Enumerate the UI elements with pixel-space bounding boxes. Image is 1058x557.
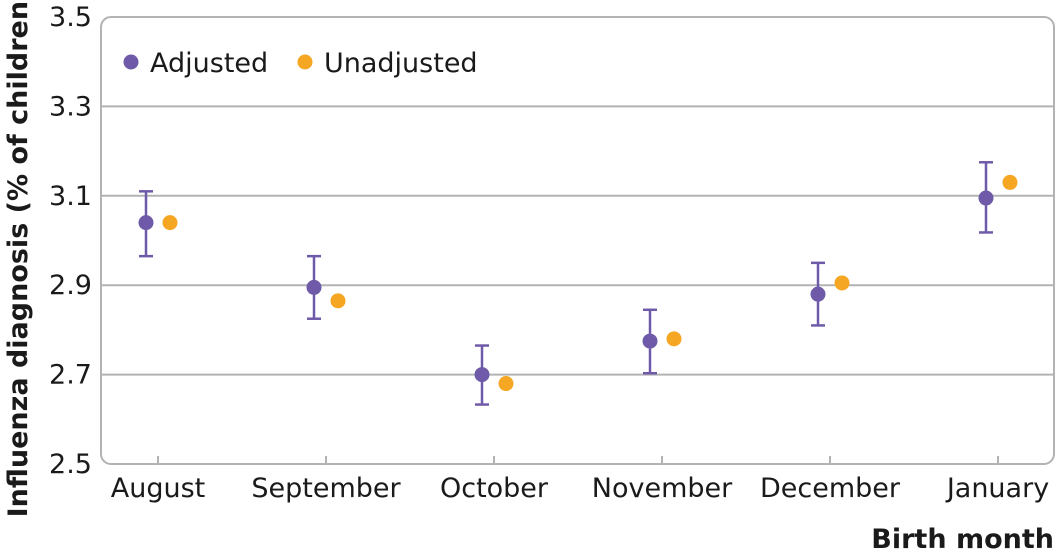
- x-tick-label: January: [945, 473, 1049, 504]
- data-point-adjusted: [138, 215, 154, 231]
- x-axis-title: Birth month: [871, 524, 1054, 555]
- data-point-unadjusted: [498, 376, 514, 392]
- legend-marker-adjusted: [123, 54, 139, 70]
- data-point-adjusted: [978, 190, 994, 206]
- data-point-unadjusted: [1002, 174, 1018, 190]
- y-tick-label: 3.1: [49, 181, 92, 212]
- data-point-unadjusted: [666, 331, 682, 347]
- data-point-adjusted: [810, 286, 826, 302]
- y-axis-ticks: 2.5 2.7 2.9 3.1 3.3 3.5: [49, 2, 92, 480]
- x-tick-label: December: [760, 473, 901, 504]
- data-point-adjusted: [306, 279, 322, 295]
- y-tick-label: 2.5: [49, 449, 92, 480]
- y-tick-label: 3.5: [49, 2, 92, 33]
- gridlines: [101, 105, 1054, 376]
- data-marks: [138, 161, 1018, 406]
- legend-label-adjusted: Adjusted: [150, 48, 268, 79]
- data-point-unadjusted: [330, 293, 346, 309]
- legend: Adjusted Unadjusted: [123, 48, 478, 79]
- y-tick-label: 2.7: [49, 360, 92, 391]
- x-axis-ticks: August September October November December Ja…: [111, 456, 1049, 504]
- legend-marker-unadjusted: [297, 54, 313, 70]
- x-tick-label: October: [440, 473, 549, 504]
- x-tick-label: August: [111, 473, 206, 504]
- data-point-adjusted: [642, 333, 658, 349]
- y-tick-label: 2.9: [49, 270, 92, 301]
- data-point-unadjusted: [834, 275, 850, 291]
- plot-area-frame: [100, 16, 1055, 465]
- data-point-unadjusted: [162, 215, 178, 231]
- x-tick-label: September: [251, 473, 401, 504]
- x-tick-label: November: [592, 473, 733, 504]
- legend-label-unadjusted: Unadjusted: [324, 48, 478, 79]
- y-tick-label: 3.3: [49, 91, 92, 122]
- y-axis-title: Influenza diagnosis (% of children): [3, 0, 34, 517]
- data-point-adjusted: [474, 367, 490, 383]
